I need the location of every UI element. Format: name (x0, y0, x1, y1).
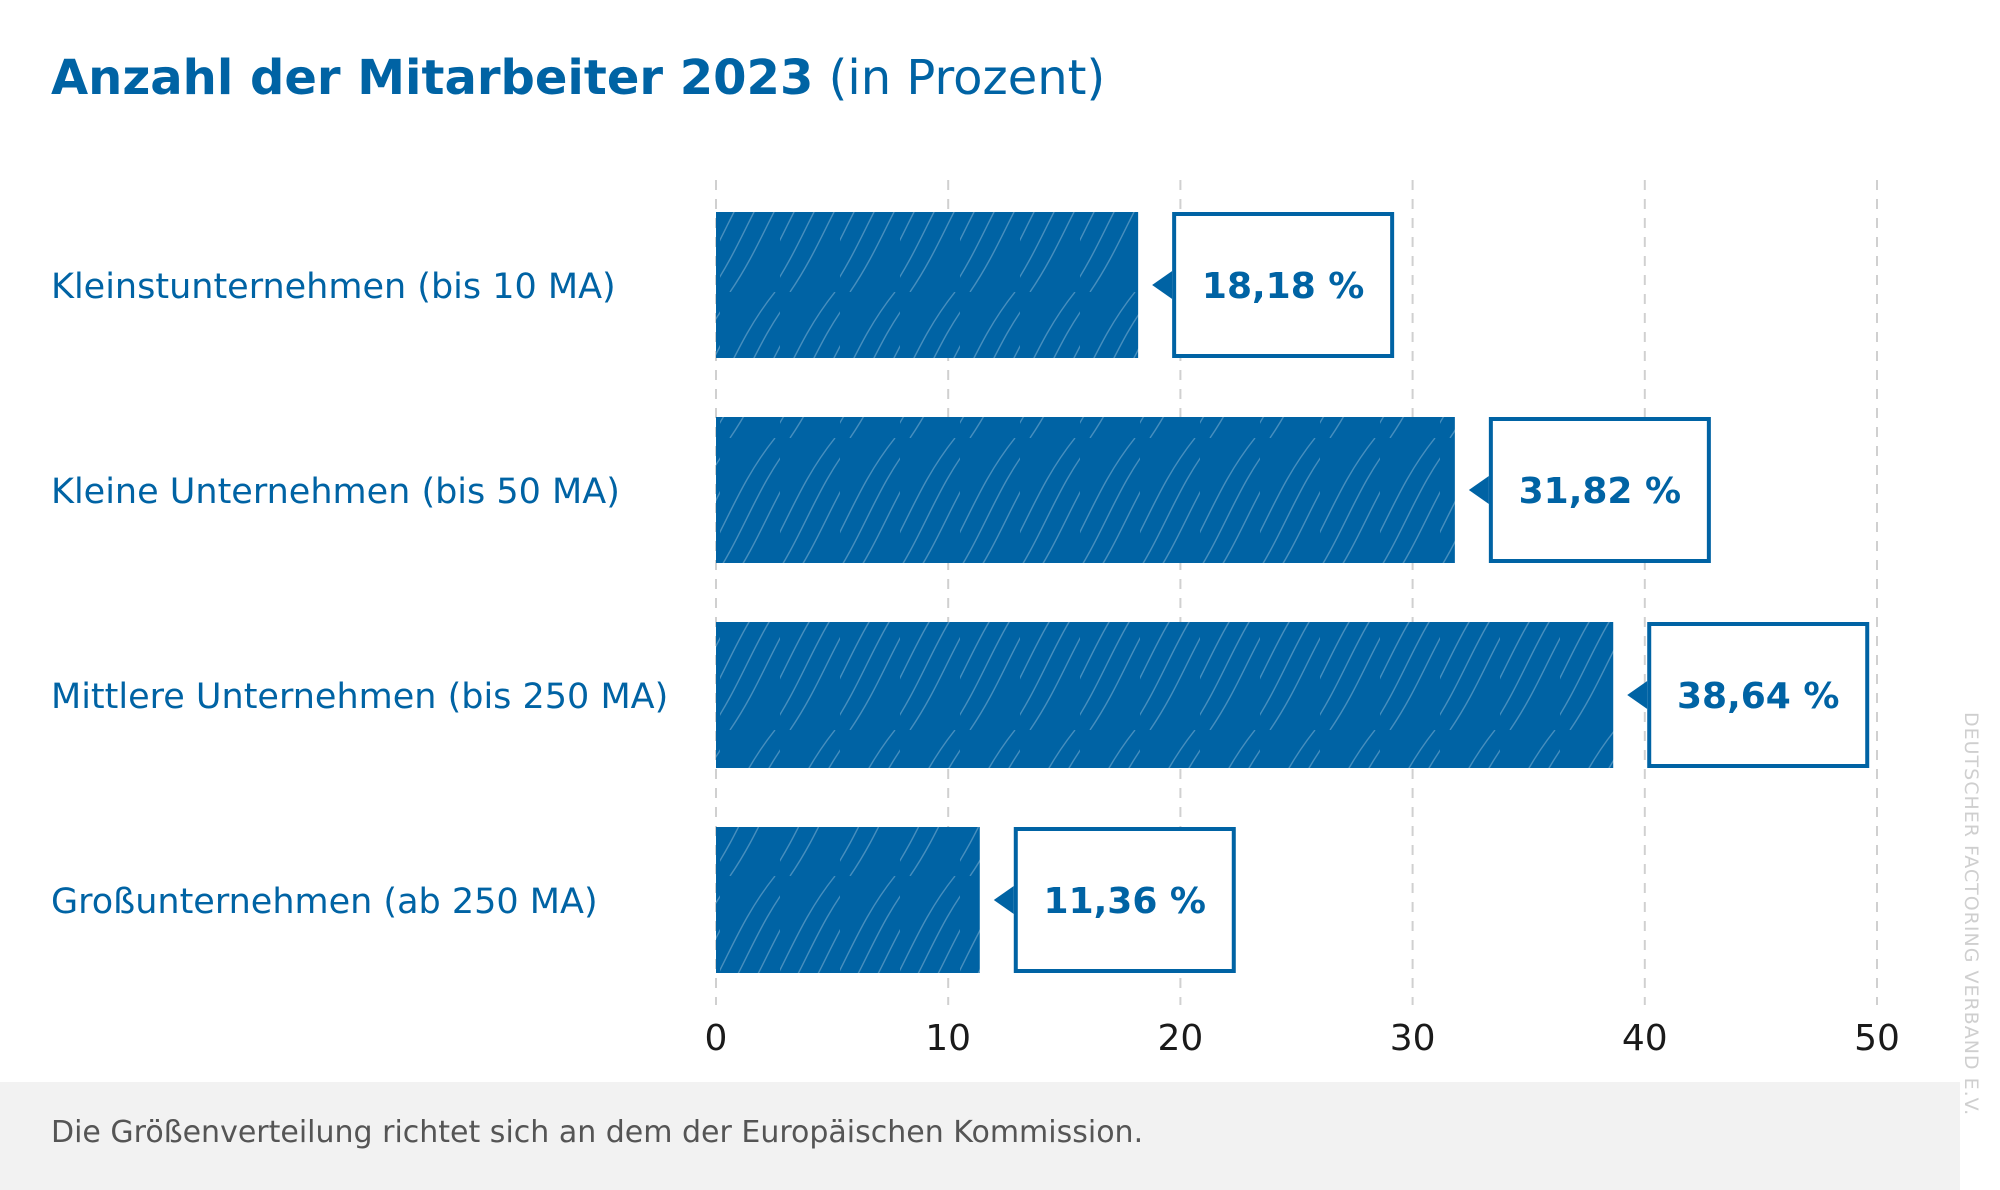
category-labels: Kleinstunternehmen (bis 10 MA) Kleine Unt… (51, 267, 668, 922)
x-tick-label: 30 (1390, 1018, 1436, 1059)
x-axis-ticks: 0 10 20 30 40 50 (705, 1018, 1900, 1059)
value-label: 18,18 % (1202, 266, 1364, 307)
value-callout: 11,36 % (993, 827, 1236, 973)
category-label: Mittlere Unternehmen (bis 250 MA) (51, 677, 668, 717)
bar (716, 417, 1455, 563)
value-callout: 38,64 % (1627, 622, 1870, 768)
x-tick-label: 50 (1854, 1018, 1900, 1059)
chart-title-main: Anzahl der Mitarbeiter 2023 (51, 50, 814, 106)
x-tick-label: 10 (925, 1018, 971, 1059)
value-label: 38,64 % (1677, 676, 1839, 717)
bar-chart: 18,18 % 31,82 % 38,64 % 11,36 % Kleinstunte… (51, 180, 1900, 1059)
credit-label: DEUTSCHER FACTORING VERBAND E.V. (1960, 712, 1982, 1117)
footnote: Die Größenverteilung richtet sich an dem… (51, 1115, 1144, 1150)
x-tick-label: 20 (1157, 1018, 1203, 1059)
value-label: 31,82 % (1519, 471, 1681, 512)
value-labels: 18,18 % 31,82 % 38,64 % 11,36 % (993, 212, 1870, 973)
category-label: Kleine Unternehmen (bis 50 MA) (51, 472, 620, 512)
footer: Die Größenverteilung richtet sich an dem… (0, 1082, 1960, 1190)
chart-title: Anzahl der Mitarbeiter 2023 (in Prozent) (51, 46, 1105, 110)
x-tick-label: 0 (705, 1018, 728, 1059)
value-callout: 18,18 % (1152, 212, 1395, 358)
chart-title-unit: (in Prozent) (828, 50, 1106, 106)
category-label: Kleinstunternehmen (bis 10 MA) (51, 267, 616, 307)
category-label: Großunternehmen (ab 250 MA) (51, 882, 598, 922)
bars (716, 212, 1614, 973)
bar (716, 827, 980, 973)
bar (716, 622, 1614, 768)
x-tick-label: 40 (1622, 1018, 1668, 1059)
bar (716, 212, 1139, 358)
value-label: 11,36 % (1044, 881, 1206, 922)
value-callout: 31,82 % (1468, 417, 1711, 563)
